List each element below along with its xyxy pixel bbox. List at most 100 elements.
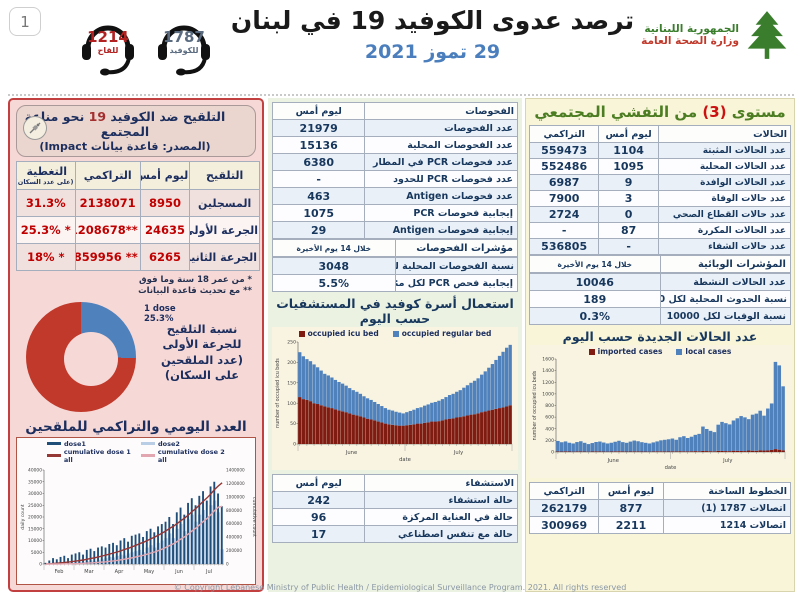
vaccine-hotline: 1214 للقاح bbox=[76, 8, 140, 86]
tests-indicator-row-value: 5.5% bbox=[272, 274, 396, 292]
cases-row-cumulative: 7900 bbox=[528, 190, 600, 207]
svg-text:25000: 25000 bbox=[28, 503, 42, 509]
tests-row-label: عدد فحوصات PCR للحدود bbox=[364, 170, 518, 188]
epi-indicators-header: المؤشرات الوبائية خلال 14 يوم الأخيرة bbox=[529, 255, 791, 273]
vax-col-yesterday: ليوم أمس bbox=[139, 161, 191, 190]
epi-indicator-row-value: 10046 bbox=[529, 273, 661, 291]
vaccination-panel-title: التلقيح ضد الكوفيد 19 نحو مناعة المجتمع … bbox=[16, 105, 256, 157]
hospitalization-table: الاستشفاء ليوم أمس حالة استشفاء 242 حالة ف… bbox=[271, 474, 518, 543]
svg-text:200: 200 bbox=[545, 438, 554, 444]
tests-row: عدد فحوصات Antigen 463 bbox=[271, 187, 518, 205]
beds-chart-title: استعمال أسرة كوفيد في المستشفيات حسب الي… bbox=[276, 296, 514, 326]
svg-text:1200: 1200 bbox=[542, 380, 554, 386]
hotline-row-yesterday: 2211 bbox=[598, 516, 664, 534]
cases-row-yesterday: 1095 bbox=[598, 158, 659, 175]
legend-occupied-icu-bed: occupied icu bed bbox=[298, 329, 379, 338]
tests-row-value: 463 bbox=[271, 187, 366, 205]
tests-column: الفحوصات ليوم أمس عدد الفحوصات 21979 عدد ا… bbox=[268, 98, 522, 592]
legend-cumulative-dose-1-all: cumulative dose 1 all bbox=[47, 448, 141, 464]
hotline-row-yesterday: 877 bbox=[598, 499, 664, 517]
svg-text:May: May bbox=[144, 569, 154, 575]
epi-ind-header-label: المؤشرات الوبائية bbox=[659, 255, 791, 273]
legend-swatch bbox=[47, 454, 61, 458]
donut-label-pct: 25.3% bbox=[144, 314, 174, 325]
new-cases-chart-title: عدد الحالات الجديدة حسب اليوم bbox=[562, 329, 758, 344]
new-cases-chart: imported cases local cases 0 200 400 600 800 1… bbox=[529, 345, 791, 478]
level-title-post: من التفشي المجتمعي bbox=[534, 103, 703, 121]
header-divider bbox=[8, 94, 794, 96]
svg-text:1400: 1400 bbox=[542, 368, 554, 374]
tests-row: إيجابية فحوصات Antigen 29 bbox=[271, 221, 518, 239]
epi-indicator-row-label: نسبة الوفيات لكل 10000 bbox=[659, 307, 791, 325]
first-dose-donut-section: 1 dose 25.3% نسبة التلقيح للجرعة الأولى … bbox=[16, 300, 256, 416]
beds-chart: occupied icu bed occupied regular bed 0 50… bbox=[272, 327, 518, 470]
cases-row-yesterday: 3 bbox=[598, 190, 659, 207]
hotline-row-cumulative: 262179 bbox=[528, 499, 600, 517]
svg-text:1600: 1600 bbox=[542, 357, 554, 363]
svg-text:5000: 5000 bbox=[31, 550, 42, 556]
cases-row-yesterday: 87 bbox=[598, 222, 659, 239]
tests-row: عدد الفحوصات المحلية 15136 bbox=[271, 136, 518, 154]
legend-swatch bbox=[588, 348, 595, 355]
hotline-row-label: اتصالات 1214 bbox=[662, 516, 792, 534]
tests-row-label: عدد فحوصات Antigen bbox=[364, 187, 518, 205]
legend-swatch bbox=[141, 454, 155, 458]
vaccination-title-line1: التلقيح ضد الكوفيد 19 نحو مناعة المجتمع bbox=[21, 109, 229, 139]
cases-row-cumulative: 552486 bbox=[528, 158, 600, 175]
epi-indicator-row-value: 189 bbox=[529, 290, 661, 308]
svg-text:Feb: Feb bbox=[55, 569, 64, 575]
svg-text:200: 200 bbox=[287, 360, 296, 366]
beds-chart-svg: 0 50 100 150 200 250 number of occupied icu be… bbox=[275, 340, 513, 463]
vaccination-subtitle: (المصدر: قاعدة بيانات Impact) bbox=[39, 140, 211, 153]
tests-indicator-row: إيجابية فحص PCR لكل مئة فحص5.5% bbox=[272, 274, 518, 292]
tests-row-label: إيجابية فحوصات PCR bbox=[364, 204, 518, 222]
footnote-db: ** مع تحديث قاعدة البيانات bbox=[138, 286, 252, 297]
tests-table-header: الفحوصات ليوم أمس bbox=[271, 102, 518, 120]
svg-text:July: July bbox=[453, 450, 463, 456]
tests-row-value: 15136 bbox=[271, 136, 366, 154]
epi-ind-header: المؤشرات الوبائية خلال 14 يوم الأخيرة bbox=[529, 255, 791, 273]
svg-text:50: 50 bbox=[290, 421, 296, 427]
legend-dose2: dose2 bbox=[141, 440, 235, 448]
svg-text:1200000: 1200000 bbox=[226, 481, 245, 486]
vax-col-coverage: التغطية (على عدد السكان) bbox=[16, 161, 76, 190]
hotlines-header-cumulative: التراكمي bbox=[528, 482, 600, 500]
svg-text:number of occupied icu beds: number of occupied icu beds bbox=[275, 358, 281, 428]
hotline-row-label: اتصالات 1787 (1) bbox=[662, 499, 792, 517]
epi-ind-header-value: خلال 14 يوم الأخيرة bbox=[529, 255, 661, 273]
vax-col-coverage-note: (على عدد السكان) bbox=[16, 178, 74, 186]
cases-row-label: عدد حالات القطاع الصحي bbox=[657, 206, 792, 223]
legend-dose1: dose1 bbox=[47, 440, 141, 448]
cases-row-label: عدد الحالات المكررة bbox=[657, 222, 792, 239]
report-date: 29 تموز 2021 bbox=[364, 41, 501, 63]
cases-row-cumulative: 536805 bbox=[528, 238, 600, 255]
legend-local-cases: local cases bbox=[676, 347, 731, 356]
svg-text:200000: 200000 bbox=[226, 548, 242, 553]
beds-chart-legend: occupied icu bed occupied regular bed bbox=[272, 327, 518, 338]
headset-icon bbox=[82, 25, 134, 76]
tests-header-label: الفحوصات bbox=[364, 102, 518, 120]
tests-row: عدد فحوصات PCR في المطار 6380 bbox=[271, 153, 518, 171]
svg-text:400000: 400000 bbox=[226, 535, 242, 540]
cases-table-header: الحالات ليوم أمس التراكمي bbox=[528, 125, 792, 143]
cedar-icon bbox=[747, 11, 787, 59]
ministry-name-line1: الجمهورية اللبنانية bbox=[644, 23, 739, 35]
legend-swatch bbox=[141, 442, 155, 446]
hosp-header-yesterday: ليوم أمس bbox=[271, 474, 366, 492]
svg-text:date: date bbox=[665, 465, 677, 471]
tests-row-label: عدد الفحوصات bbox=[364, 119, 518, 137]
tests-indicators-header: مؤشرات الفحوصات خلال 14 يوم الأخيرة bbox=[272, 239, 518, 257]
donut-hole bbox=[64, 331, 118, 386]
svg-text:Jun: Jun bbox=[174, 569, 183, 575]
epi-indicator-row-label: نسبة الحدوث المحلية لكل 100000 bbox=[659, 290, 791, 308]
svg-text:Apr: Apr bbox=[115, 569, 125, 575]
hotlines-header: الخطوط الساخنة ليوم أمس التراكمي bbox=[528, 482, 792, 500]
tests-ind-header-label: مؤشرات الفحوصات bbox=[394, 239, 518, 257]
cases-row-label: عدد الحالات الوافدة bbox=[657, 174, 792, 191]
vaccination-row-coverage: * 25.3% bbox=[16, 216, 76, 244]
vaccination-chart: dose1 dose2 cumulative dose 1 all cumulativ… bbox=[16, 436, 257, 585]
hospitalization-row: حالة استشفاء 242 bbox=[271, 491, 518, 509]
svg-text:400: 400 bbox=[545, 426, 554, 432]
hospitalization-row-label: حالة استشفاء bbox=[364, 491, 518, 509]
